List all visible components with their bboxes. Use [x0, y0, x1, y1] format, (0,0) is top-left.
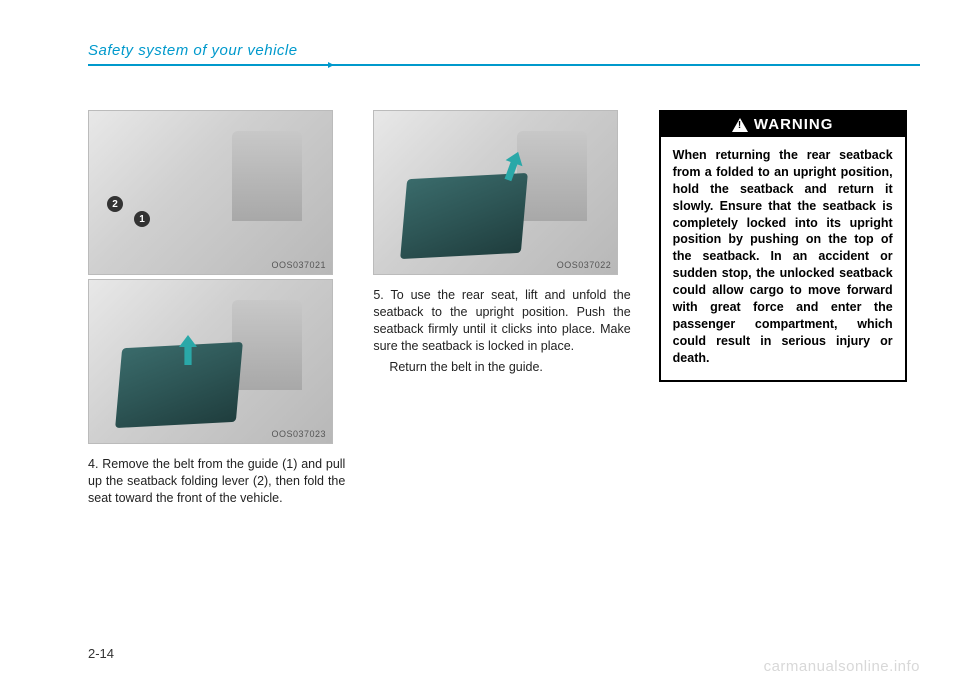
warning-body-text: When returning the rear seatback from a …: [661, 137, 905, 380]
column-2: OOS037022 5. To use the rear seat, lift …: [373, 110, 634, 629]
column-3: WARNING When returning the rear seatback…: [659, 110, 920, 629]
warning-label: WARNING: [754, 116, 834, 133]
figure-seat-unfold: OOS037022: [373, 110, 618, 275]
seat-back-graphic: [232, 131, 302, 221]
page-number: 2-14: [88, 646, 114, 661]
warning-box: WARNING When returning the rear seatback…: [659, 110, 907, 382]
step-5b-text: Return the belt in the guide.: [389, 359, 634, 376]
figure-id-label: OOS037021: [271, 260, 326, 270]
section-title: Safety system of your vehicle: [88, 42, 920, 59]
warning-triangle-icon: [732, 118, 748, 132]
page-header: Safety system of your vehicle: [88, 42, 920, 66]
step-4-text: 4. Remove the belt from the guide (1) an…: [88, 456, 349, 507]
seat-fold-graphic: [115, 342, 243, 428]
column-1: 2 1 OOS037021 OOS037023 4. Remove the be…: [88, 110, 349, 629]
content-area: 2 1 OOS037021 OOS037023 4. Remove the be…: [88, 110, 920, 629]
warning-header: WARNING: [661, 112, 905, 137]
figure-belt-guide: 2 1 OOS037021: [88, 110, 333, 275]
seat-back-graphic: [517, 131, 587, 221]
watermark: carmanualsonline.info: [764, 658, 920, 675]
figure-id-label: OOS037023: [271, 429, 326, 439]
callout-2: 2: [107, 196, 123, 212]
step-5-text: 5. To use the rear seat, lift and unfold…: [373, 287, 634, 355]
seat-fold-graphic: [400, 173, 528, 259]
figure-seat-folded: OOS037023: [88, 279, 333, 444]
header-rule: [88, 64, 920, 66]
figure-id-label: OOS037022: [557, 260, 612, 270]
callout-1: 1: [134, 211, 150, 227]
